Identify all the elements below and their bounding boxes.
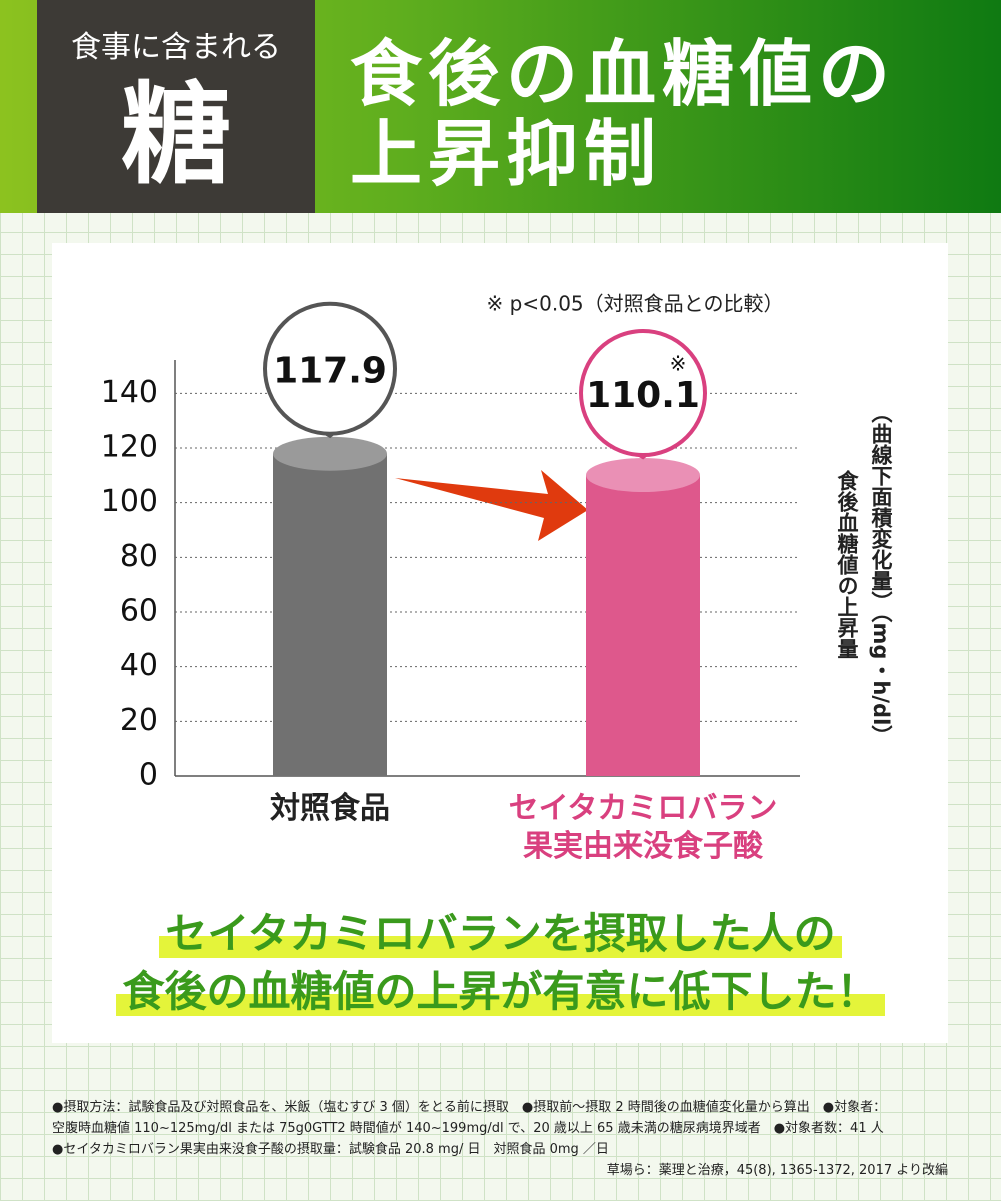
y-tick-label: 0: [139, 758, 158, 793]
note: ※ p<0.05（対照食品との比較）: [487, 292, 784, 316]
footnote: ●セイタカミロバラン果実由来没食子酸の摂取量：試験食品 20.8 mg/ 日 対…: [52, 1142, 609, 1157]
bubble: [579, 329, 707, 458]
y-tick-label: 20: [120, 703, 158, 738]
y-axis-label: （曲線下面積変化量）（mg・h/dl）: [869, 402, 893, 747]
y-tick-label: 100: [101, 484, 158, 519]
headline-line: セイタカミロバランを摂取した人の: [159, 909, 842, 958]
value-label: 117.9: [273, 351, 387, 392]
bar: [273, 453, 387, 776]
x-tick-label: 対照食品: [270, 791, 390, 826]
title: 上昇抑制: [350, 112, 663, 196]
bar-top: [273, 436, 387, 471]
significance-mark: ※: [670, 352, 687, 376]
y-tick-label: 40: [120, 648, 158, 683]
bar: [586, 475, 700, 776]
y-tick-label: 120: [101, 430, 158, 465]
footnote: ●摂取方法：試験食品及び対照食品を、米飯（塩むすび 3 個）をとる前に摂取 ●摂…: [52, 1100, 887, 1115]
headline-line: 食後の血糖値の上昇が有意に低下した！: [116, 967, 885, 1016]
y-axis-label: 食後血糖値の上昇量: [835, 470, 859, 659]
bubble: [263, 301, 397, 436]
bubble-tail-cover: [632, 447, 650, 453]
value-label: 110.1: [586, 375, 700, 416]
bar-top: [586, 458, 700, 493]
y-tick-label: 140: [101, 375, 158, 410]
bubble-tail-cover: [319, 425, 337, 431]
header-badge: 食事に含まれる 糖: [37, 0, 315, 213]
badge-label: 食事に含まれる: [71, 30, 281, 65]
headline: 食後の血糖値の上昇が有意に低下した！: [0, 958, 1001, 1019]
title: 食後の血糖値の: [350, 32, 897, 116]
badge-big: 糖: [121, 70, 231, 199]
y-tick-label: 60: [120, 594, 158, 629]
arrow: [395, 470, 588, 541]
y-tick-label: 80: [120, 539, 158, 574]
x-tick-label: セイタカミロバラン果実由来没食子酸: [508, 791, 778, 864]
footnote: 草場ら：薬理と治療，45(8), 1365-1372, 2017 より改編: [606, 1163, 948, 1178]
footnote: 空腹時血糖値 110~125mg/dl または 75g0GTT2 時間値が 14…: [52, 1121, 884, 1136]
headline: セイタカミロバランを摂取した人の: [0, 900, 1001, 961]
